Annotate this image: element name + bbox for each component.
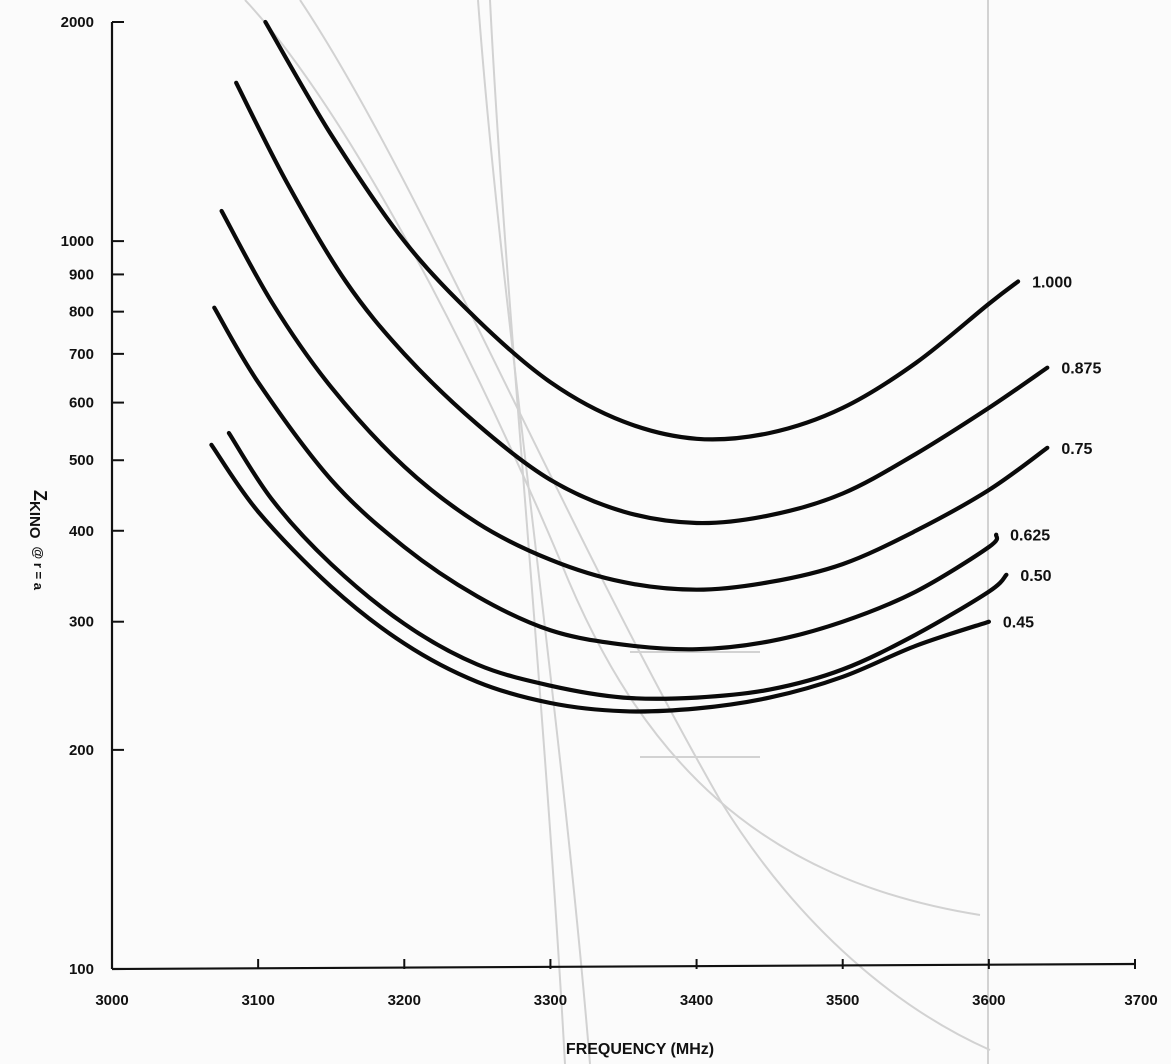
series-label: 0.45 xyxy=(1003,615,1034,632)
svg-text:ZKINO@ r = a: ZKINO @ r = a xyxy=(26,490,50,591)
y-tick-label: 200 xyxy=(69,742,94,759)
y-tick-label: 700 xyxy=(69,346,94,363)
series: 1.000 0.875 0.75 0.625 0.50 0.45 xyxy=(209,19,1101,714)
y-axis-title: ZKINO @ r = a xyxy=(26,490,50,591)
x-tick-label: 3600 xyxy=(972,992,1005,1009)
series-label: 0.875 xyxy=(1061,361,1101,378)
series-label: 1.000 xyxy=(1032,275,1072,292)
series-label: 0.50 xyxy=(1020,568,1051,585)
ghost-strokes xyxy=(244,0,991,1064)
y-tick-label: 2000 xyxy=(61,14,94,31)
series-line-0.875 xyxy=(234,80,1050,526)
y-ticks: 100 200 300 400 500 600 700 800 900 1000 2000 xyxy=(61,14,124,978)
series-line-1.000 xyxy=(263,19,1021,442)
y-tick-label: 300 xyxy=(69,614,94,631)
x-tick-label: 3100 xyxy=(241,992,274,1009)
y-tick-label: 500 xyxy=(69,452,94,469)
x-axis-title: FREQUENCY (MHz) xyxy=(566,1041,714,1058)
series-line-0.75 xyxy=(219,208,1050,592)
x-tick-label: 3400 xyxy=(680,992,713,1009)
y-tick-label: 800 xyxy=(69,304,94,321)
y-tick-label: 1000 xyxy=(61,233,94,250)
axes xyxy=(110,22,1136,971)
x-axis-line xyxy=(111,962,1136,971)
series-label: 0.75 xyxy=(1061,441,1092,458)
x-tick-label: 3500 xyxy=(826,992,859,1009)
y-tick-label: 600 xyxy=(69,395,94,412)
y-tick-label: 100 xyxy=(69,961,94,978)
series-line-0.50 xyxy=(226,430,1009,701)
x-tick-label: 3300 xyxy=(534,992,567,1009)
y-axis-title-sub: KINO xyxy=(26,501,43,539)
y-axis-title-suffix: @ r = a xyxy=(31,547,46,591)
x-tick-label: 3000 xyxy=(95,992,128,1009)
series-line-0.625 xyxy=(212,305,1000,652)
series-line-0.45 xyxy=(209,442,991,714)
x-ticks: 3000 3100 3200 3300 3400 3500 3600 3700 xyxy=(95,959,1158,1009)
x-tick-label: 3700 xyxy=(1124,992,1157,1009)
y-tick-label: 400 xyxy=(69,523,94,540)
series-label: 0.625 xyxy=(1010,528,1050,545)
y-axis-title-main: Z xyxy=(30,490,50,501)
y-tick-label: 900 xyxy=(69,266,94,283)
x-tick-label: 3200 xyxy=(388,992,421,1009)
